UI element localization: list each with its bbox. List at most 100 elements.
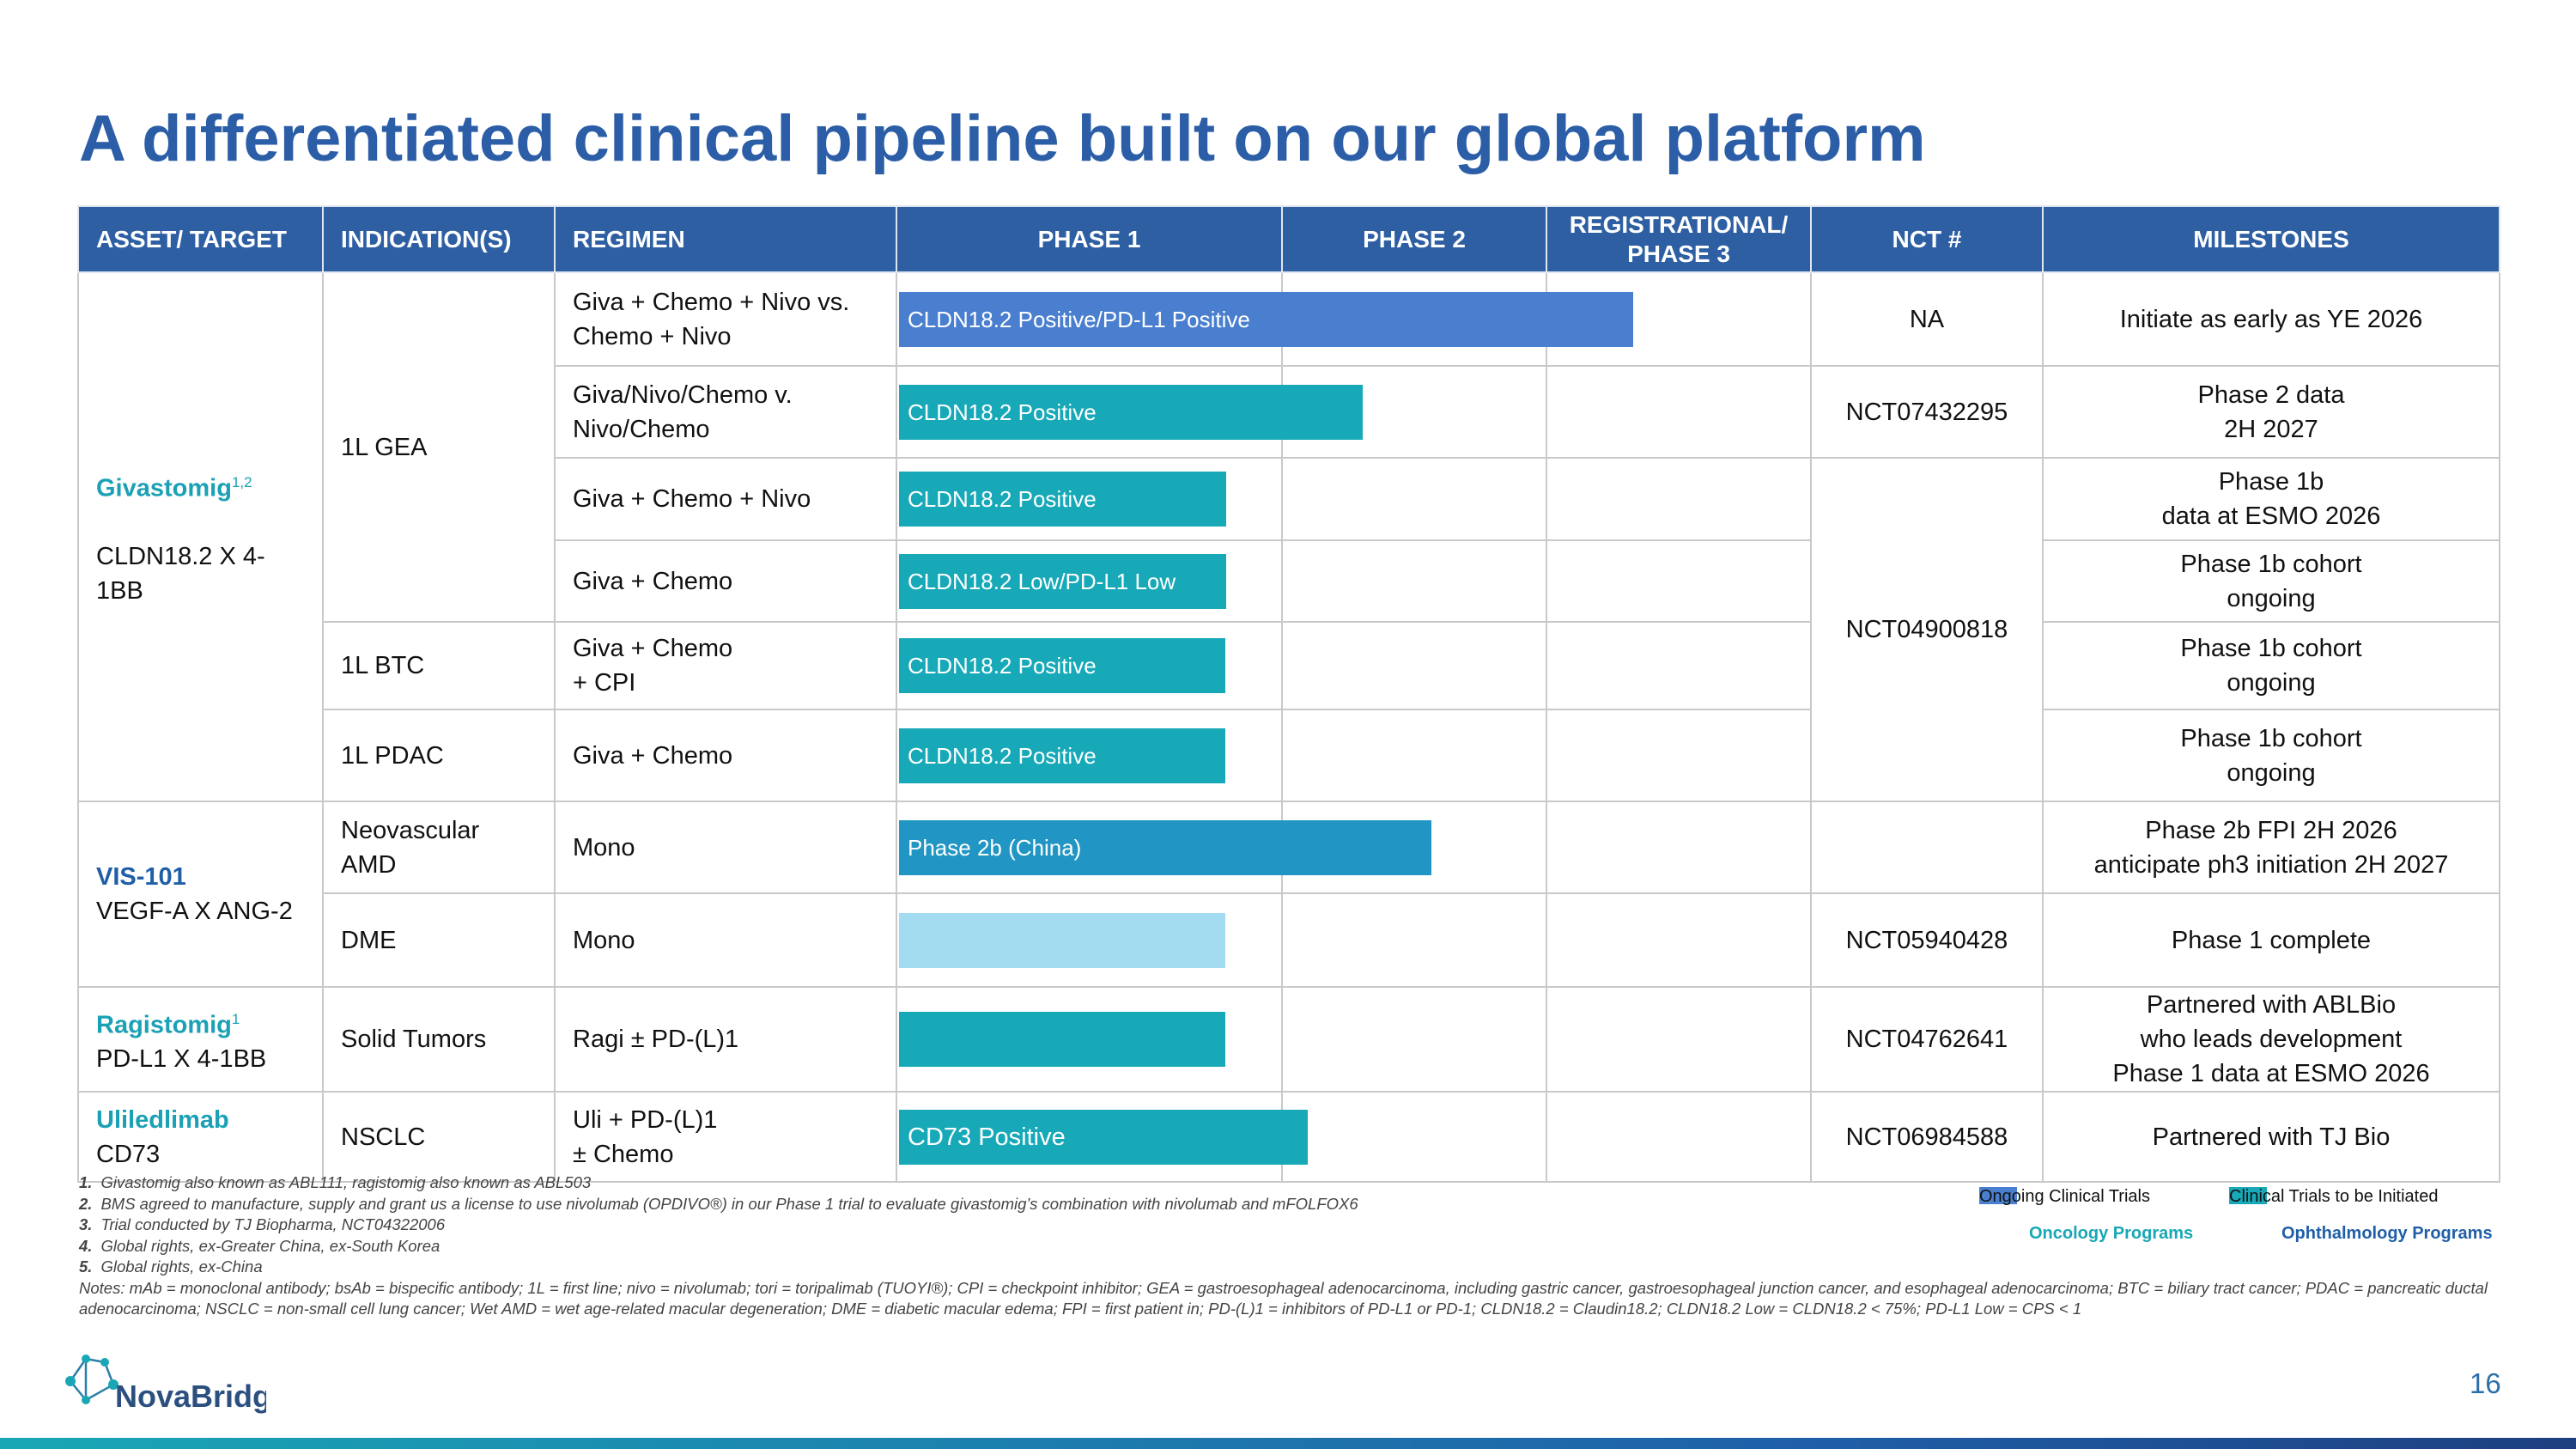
phase-cell [1281, 539, 1547, 623]
phase-cell [1546, 539, 1812, 623]
regimen-cell: Mono [554, 892, 897, 988]
milestone-line: Phase 1 complete [2171, 926, 2372, 954]
footnote-text: BMS agreed to manufacture, supply and gr… [100, 1194, 1358, 1213]
footnote-ref: 1 [231, 1010, 240, 1027]
nct-cell: NCT05940428 [1810, 892, 2044, 988]
regimen-line: Ragi ± PD-(L)1 [573, 1026, 739, 1053]
regimen-cell: Mono [554, 801, 897, 894]
phase-cell [1546, 457, 1812, 541]
regimen-cell: Giva/Nivo/Chemo v. Nivo/Chemo [554, 365, 897, 459]
legend-ongoing: Ongoing Clinical Trials [1979, 1187, 2150, 1207]
milestone-line: who leads development [2140, 1026, 2403, 1053]
phase-cell [1546, 1091, 1812, 1183]
footnote-number: 2. [79, 1194, 93, 1213]
regimen-line: Giva + Chemo [573, 635, 733, 662]
logo-text: NovaBridge [115, 1379, 266, 1414]
phase-bar: CLDN18.2 Positive [899, 638, 1225, 693]
phase-cell [896, 892, 1283, 988]
column-header: INDICATION(S) [322, 205, 556, 273]
table-body: Givastomig1,2 CLDN18.2 X 4-1BB 1L GEA Giva … [77, 271, 2500, 1183]
indication-cell: DME [322, 892, 556, 988]
indication-cell: 1L PDAC [322, 709, 556, 802]
milestone-line: data at ESMO 2026 [2161, 502, 2381, 530]
milestone-line: Initiate as early as YE 2026 [2119, 305, 2423, 333]
footnote-number: 1. [79, 1173, 93, 1191]
table-row: DME Mono NCT05940428 Phase 1 complete [78, 892, 2500, 988]
asset-name: Ragistomig1 [96, 1010, 240, 1039]
footer-band [0, 1438, 2576, 1449]
footnote-number: 3. [79, 1215, 93, 1233]
logo: NovaBridge [65, 1355, 266, 1414]
phase-bar [899, 912, 1225, 968]
phase-cell [1546, 621, 1812, 710]
milestone-cell: Partnered with ABLBio who leads developme… [2042, 986, 2500, 1093]
phase-bar: CLDN18.2 Positive [899, 728, 1225, 783]
milestone-line: Phase 1 data at ESMO 2026 [2112, 1060, 2430, 1087]
regimen-line: Nivo/Chemo [573, 415, 710, 443]
phase-cell: Phase 2b (China) [896, 801, 1431, 894]
milestone-cell: Initiate as early as YE 2026 [2042, 271, 2500, 367]
nct-cell: NCT04762641 [1810, 986, 2044, 1093]
footnote: 5. Global rights, ex-China [79, 1257, 2509, 1278]
footnote-text: Global rights, ex-China [100, 1257, 263, 1275]
regimen-cell: Giva + Chemo [554, 709, 897, 802]
milestone-cell: Phase 1b cohort ongoing [2042, 539, 2500, 623]
table-row: Giva + Chemo CLDN18.2 Low/PD-L1 Low Phase … [78, 539, 2500, 623]
regimen-cell: Uli + PD-(L)1 ± Chemo [554, 1091, 897, 1183]
column-header: PHASE 2 [1281, 205, 1547, 273]
legend-initiated: Clinical Trials to be Initiated [2229, 1187, 2438, 1207]
phase-cell [1546, 365, 1812, 459]
page-number: 16 [2470, 1367, 2501, 1399]
regimen-cell: Giva + Chemo [554, 539, 897, 623]
phase-bar: CLDN18.2 Positive/PD-L1 Positive [899, 291, 1633, 347]
table-row: Ragistomig1 PD-L1 X 4-1BB Solid Tumors Ragi… [77, 986, 2500, 1093]
nct-cell: NA [1810, 271, 2044, 367]
column-header: MILESTONES [2042, 205, 2500, 273]
phase-cell: CLDN18.2 Positive/PD-L1 Positive [896, 271, 1633, 367]
table-row: 1L BTC Giva + Chemo + CPI CLDN18.2 Positive… [78, 621, 2500, 710]
phase-cell [1546, 801, 1812, 894]
table-row: Giva + Chemo + Nivo CLDN18.2 Positive NCT0… [78, 457, 2500, 802]
asset-cell: Uliledlimab CD73 [77, 1091, 324, 1183]
phase-bar: CLDN18.2 Low/PD-L1 Low [899, 553, 1226, 609]
phase-cell: CLDN18.2 Positive [896, 457, 1283, 541]
legend-text: Ongoing Clinical Trials [1979, 1187, 2150, 1206]
header-row: ASSET/ TARGET INDICATION(S) REGIMEN PHASE 1… [77, 205, 2500, 273]
table-row: VIS-101 VEGF-A X ANG-2 Neovascular AMD Mono… [77, 801, 2500, 988]
footnote: 3. Trial conducted by TJ Biopharma, NCT04… [79, 1215, 2509, 1236]
regimen-cell: Giva + Chemo + CPI [554, 621, 897, 710]
milestone-line: Partnered with TJ Bio [2152, 1123, 2391, 1151]
indication-cell: 1L BTC [322, 621, 556, 710]
legend-text: Clinical Trials to be Initiated [2229, 1187, 2439, 1206]
milestone-line: ongoing [2227, 669, 2316, 697]
table-row: Givastomig1,2 CLDN18.2 X 4-1BB 1L GEA Giva … [77, 271, 2500, 802]
footnote-text: Trial conducted by TJ Biopharma, NCT0432… [100, 1215, 446, 1233]
column-header: ASSET/ TARGET [77, 205, 324, 273]
regimen-cell: Giva + Chemo + Nivo vs. Chemo + Nivo [554, 271, 897, 367]
phase-cell: CD73 Positive [896, 1091, 1308, 1183]
footnote: 4. Global rights, ex-Greater China, ex-So… [79, 1236, 2509, 1257]
nct-cell: NCT06984588 [1810, 1091, 2044, 1183]
column-header: REGISTRATIONAL/ PHASE 3 [1546, 205, 1812, 273]
milestone-cell: Phase 1b data at ESMO 2026 [2042, 457, 2500, 541]
regimen-line: Mono [573, 926, 635, 954]
phase-cell [1281, 709, 1547, 802]
column-header: PHASE 1 [896, 205, 1283, 273]
asset-cell: Givastomig1,2 CLDN18.2 X 4-1BB [77, 271, 324, 802]
phase-cell [1546, 892, 1812, 988]
regimen-cell: Ragi ± PD-(L)1 [554, 986, 897, 1093]
phase-cell [1281, 621, 1547, 710]
footnote: 1. Givastomig also known as ABL111, ragis… [79, 1172, 2509, 1194]
milestone-line: ongoing [2227, 584, 2316, 612]
regimen-line: Giva/Nivo/Chemo v. [573, 381, 793, 409]
phase-cell: CLDN18.2 Low/PD-L1 Low [896, 539, 1283, 623]
phase-cell: CLDN18.2 Positive [896, 365, 1363, 459]
milestone-line: Phase 2b FPI 2H 2026 [2145, 816, 2397, 844]
asset-cell: Ragistomig1 PD-L1 X 4-1BB [77, 986, 324, 1093]
indication-cell: Neovascular AMD [322, 801, 556, 894]
milestone-line: Phase 1b [2218, 468, 2324, 496]
milestone-line: Partnered with ABLBio [2146, 991, 2397, 1019]
footnotes: 1. Givastomig also known as ABL111, ragis… [79, 1172, 2509, 1320]
nct-cell: NCT07432295 [1810, 365, 2044, 459]
